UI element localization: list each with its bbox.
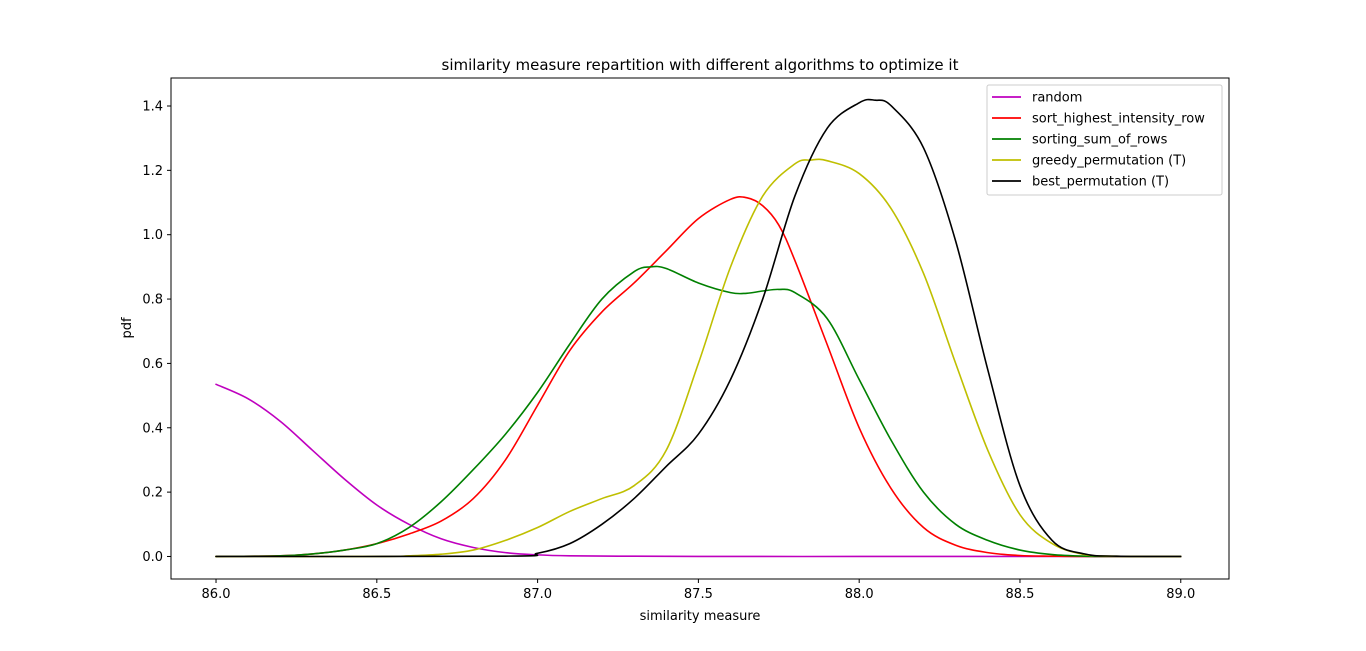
x-axis-ticks: 86.0 86.5 87.0 87.5 88.0 88.5 89.0 <box>202 579 1195 602</box>
x-tick-label: 88.5 <box>1005 587 1034 602</box>
legend-frame <box>986 84 1223 196</box>
y-tick-label: 0.2 <box>142 486 163 501</box>
y-axis-ticks: 0.0 0.2 0.4 0.6 0.8 1.0 1.2 1.4 <box>142 99 171 565</box>
x-tick-label: 86.5 <box>362 587 391 602</box>
series-line-5 <box>215 98 1182 558</box>
series-line-1 <box>215 383 1182 558</box>
y-tick-label: 0.8 <box>142 293 163 308</box>
x-axis-label: similarity measure <box>640 609 761 624</box>
y-tick-label: 0.6 <box>142 357 163 372</box>
y-tick-label: 1.2 <box>142 164 163 179</box>
y-axis-label: pdf <box>120 317 135 339</box>
x-tick-label: 86.0 <box>202 587 231 602</box>
chart-title: similarity measure repartition with diff… <box>442 56 959 74</box>
y-tick-label: 0.4 <box>142 421 163 436</box>
x-tick-label: 88.0 <box>845 587 874 602</box>
y-tick-label: 1.0 <box>142 228 163 243</box>
x-tick-label: 87.0 <box>523 587 552 602</box>
legend-label-3: sorting_sum_of_rows <box>1032 133 1168 148</box>
x-tick-label: 89.0 <box>1166 587 1195 602</box>
legend-entries: random sort_highest_intensity_row sorting_… <box>992 91 1205 190</box>
series-line-4 <box>215 158 1182 558</box>
series-layer <box>215 98 1182 558</box>
y-tick-label: 1.4 <box>142 99 163 114</box>
legend-label-2: sort_highest_intensity_row <box>1032 112 1205 127</box>
legend-label-5: best_permutation (T) <box>1032 175 1169 190</box>
series-line-3 <box>215 265 1182 558</box>
x-tick-label: 87.5 <box>684 587 713 602</box>
legend-label-1: random <box>1032 91 1082 106</box>
legend-label-4: greedy_permutation (T) <box>1032 154 1186 169</box>
axes-frame <box>170 77 1230 580</box>
legend: random sort_highest_intensity_row sorting_… <box>986 84 1223 196</box>
series-line-2 <box>215 195 1182 558</box>
y-tick-label: 0.0 <box>142 550 163 565</box>
